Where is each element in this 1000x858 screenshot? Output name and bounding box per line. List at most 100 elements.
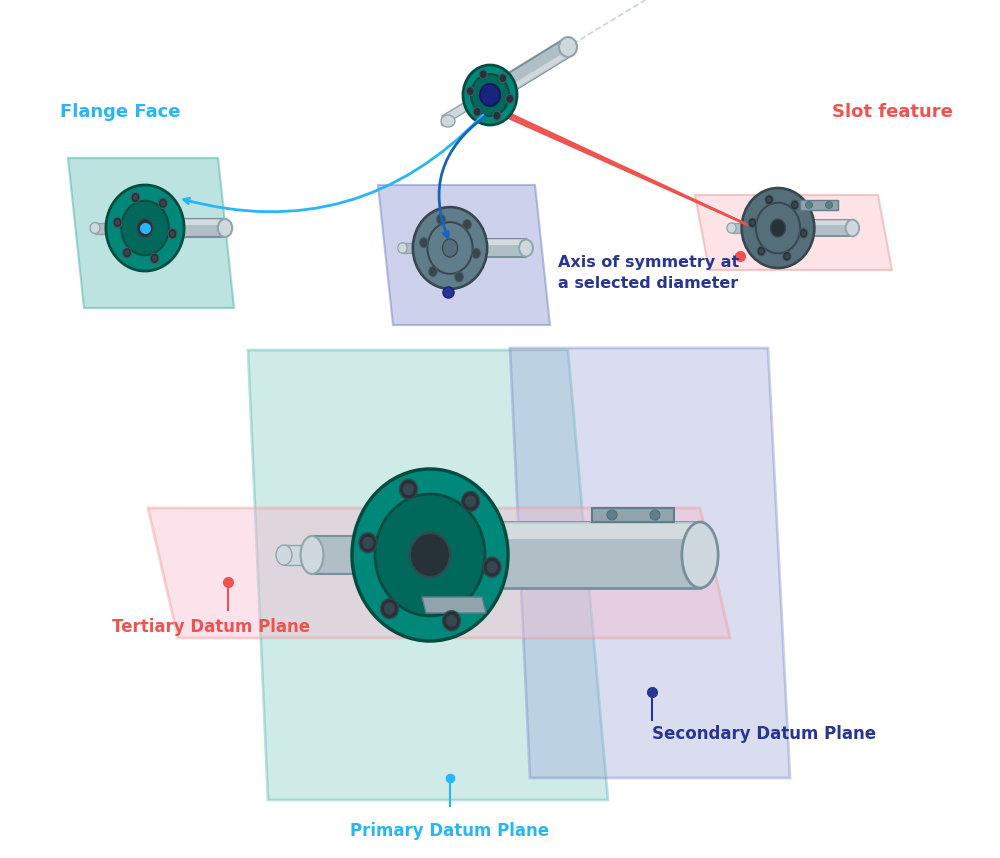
Ellipse shape: [301, 536, 323, 574]
Ellipse shape: [90, 222, 100, 233]
Polygon shape: [422, 597, 486, 613]
Ellipse shape: [519, 239, 533, 257]
Ellipse shape: [137, 219, 153, 238]
Ellipse shape: [806, 202, 812, 208]
Polygon shape: [95, 222, 143, 233]
Ellipse shape: [158, 198, 167, 208]
Ellipse shape: [465, 222, 469, 227]
Ellipse shape: [410, 533, 450, 577]
Ellipse shape: [218, 219, 232, 237]
Ellipse shape: [150, 253, 159, 263]
Ellipse shape: [115, 220, 120, 225]
Ellipse shape: [160, 201, 165, 206]
Polygon shape: [148, 508, 730, 638]
Ellipse shape: [123, 248, 132, 258]
Ellipse shape: [168, 228, 177, 239]
Ellipse shape: [480, 84, 500, 106]
Polygon shape: [378, 185, 550, 325]
Ellipse shape: [431, 269, 435, 275]
Ellipse shape: [461, 492, 479, 511]
Ellipse shape: [483, 557, 501, 577]
Polygon shape: [312, 536, 420, 574]
Polygon shape: [248, 350, 608, 800]
Ellipse shape: [493, 112, 501, 120]
Ellipse shape: [473, 107, 481, 117]
Ellipse shape: [748, 218, 757, 227]
Ellipse shape: [750, 221, 755, 226]
Polygon shape: [780, 220, 852, 236]
Ellipse shape: [506, 94, 514, 103]
Ellipse shape: [826, 202, 832, 208]
Ellipse shape: [472, 248, 480, 258]
Polygon shape: [442, 90, 485, 126]
Polygon shape: [440, 522, 700, 588]
Ellipse shape: [463, 220, 471, 229]
Ellipse shape: [487, 561, 498, 573]
Polygon shape: [592, 508, 674, 522]
Ellipse shape: [790, 200, 799, 210]
Ellipse shape: [413, 207, 487, 289]
Polygon shape: [485, 39, 573, 103]
Ellipse shape: [756, 202, 800, 253]
Polygon shape: [491, 49, 573, 103]
Polygon shape: [284, 545, 307, 565]
Ellipse shape: [783, 251, 791, 261]
Ellipse shape: [465, 495, 476, 507]
Polygon shape: [695, 195, 892, 270]
Polygon shape: [452, 239, 526, 245]
Ellipse shape: [439, 216, 443, 222]
Ellipse shape: [499, 74, 507, 82]
Text: Primary Datum Plane: Primary Datum Plane: [350, 822, 550, 840]
Polygon shape: [780, 220, 852, 226]
Ellipse shape: [457, 275, 461, 280]
Ellipse shape: [441, 115, 455, 127]
Polygon shape: [147, 219, 225, 237]
Ellipse shape: [381, 599, 399, 619]
Text: Slot feature: Slot feature: [832, 103, 953, 121]
Ellipse shape: [152, 256, 157, 261]
Polygon shape: [510, 348, 790, 778]
Ellipse shape: [121, 201, 169, 255]
Ellipse shape: [463, 65, 517, 125]
Ellipse shape: [446, 615, 457, 627]
Ellipse shape: [352, 469, 508, 641]
Ellipse shape: [133, 195, 138, 201]
Ellipse shape: [276, 545, 292, 565]
Polygon shape: [147, 219, 225, 226]
Ellipse shape: [759, 249, 764, 254]
Ellipse shape: [455, 272, 463, 281]
Ellipse shape: [399, 480, 417, 499]
Ellipse shape: [375, 494, 485, 616]
Ellipse shape: [650, 510, 660, 520]
Polygon shape: [800, 200, 838, 210]
Ellipse shape: [429, 267, 437, 276]
Ellipse shape: [422, 240, 426, 245]
Ellipse shape: [765, 195, 773, 204]
Ellipse shape: [113, 217, 122, 227]
Ellipse shape: [471, 74, 509, 116]
Ellipse shape: [846, 220, 859, 236]
Ellipse shape: [607, 510, 617, 520]
Ellipse shape: [106, 185, 184, 271]
Ellipse shape: [799, 228, 808, 238]
Ellipse shape: [437, 214, 445, 224]
Text: Tertiary Datum Plane: Tertiary Datum Plane: [112, 618, 310, 636]
Ellipse shape: [785, 254, 789, 259]
Ellipse shape: [559, 37, 577, 57]
Ellipse shape: [757, 246, 766, 256]
Text: Secondary Datum Plane: Secondary Datum Plane: [652, 725, 876, 743]
Ellipse shape: [466, 87, 474, 96]
Ellipse shape: [792, 202, 797, 208]
Text: Axis of symmetry at
a selected diameter: Axis of symmetry at a selected diameter: [558, 255, 739, 291]
Polygon shape: [68, 158, 234, 308]
Ellipse shape: [170, 231, 175, 237]
Ellipse shape: [398, 243, 407, 253]
Ellipse shape: [443, 611, 461, 631]
Ellipse shape: [771, 219, 785, 237]
Ellipse shape: [767, 197, 771, 202]
Ellipse shape: [384, 602, 395, 614]
Text: Flange Face: Flange Face: [60, 103, 180, 121]
Ellipse shape: [427, 222, 473, 274]
Polygon shape: [440, 522, 700, 539]
Ellipse shape: [479, 69, 487, 79]
